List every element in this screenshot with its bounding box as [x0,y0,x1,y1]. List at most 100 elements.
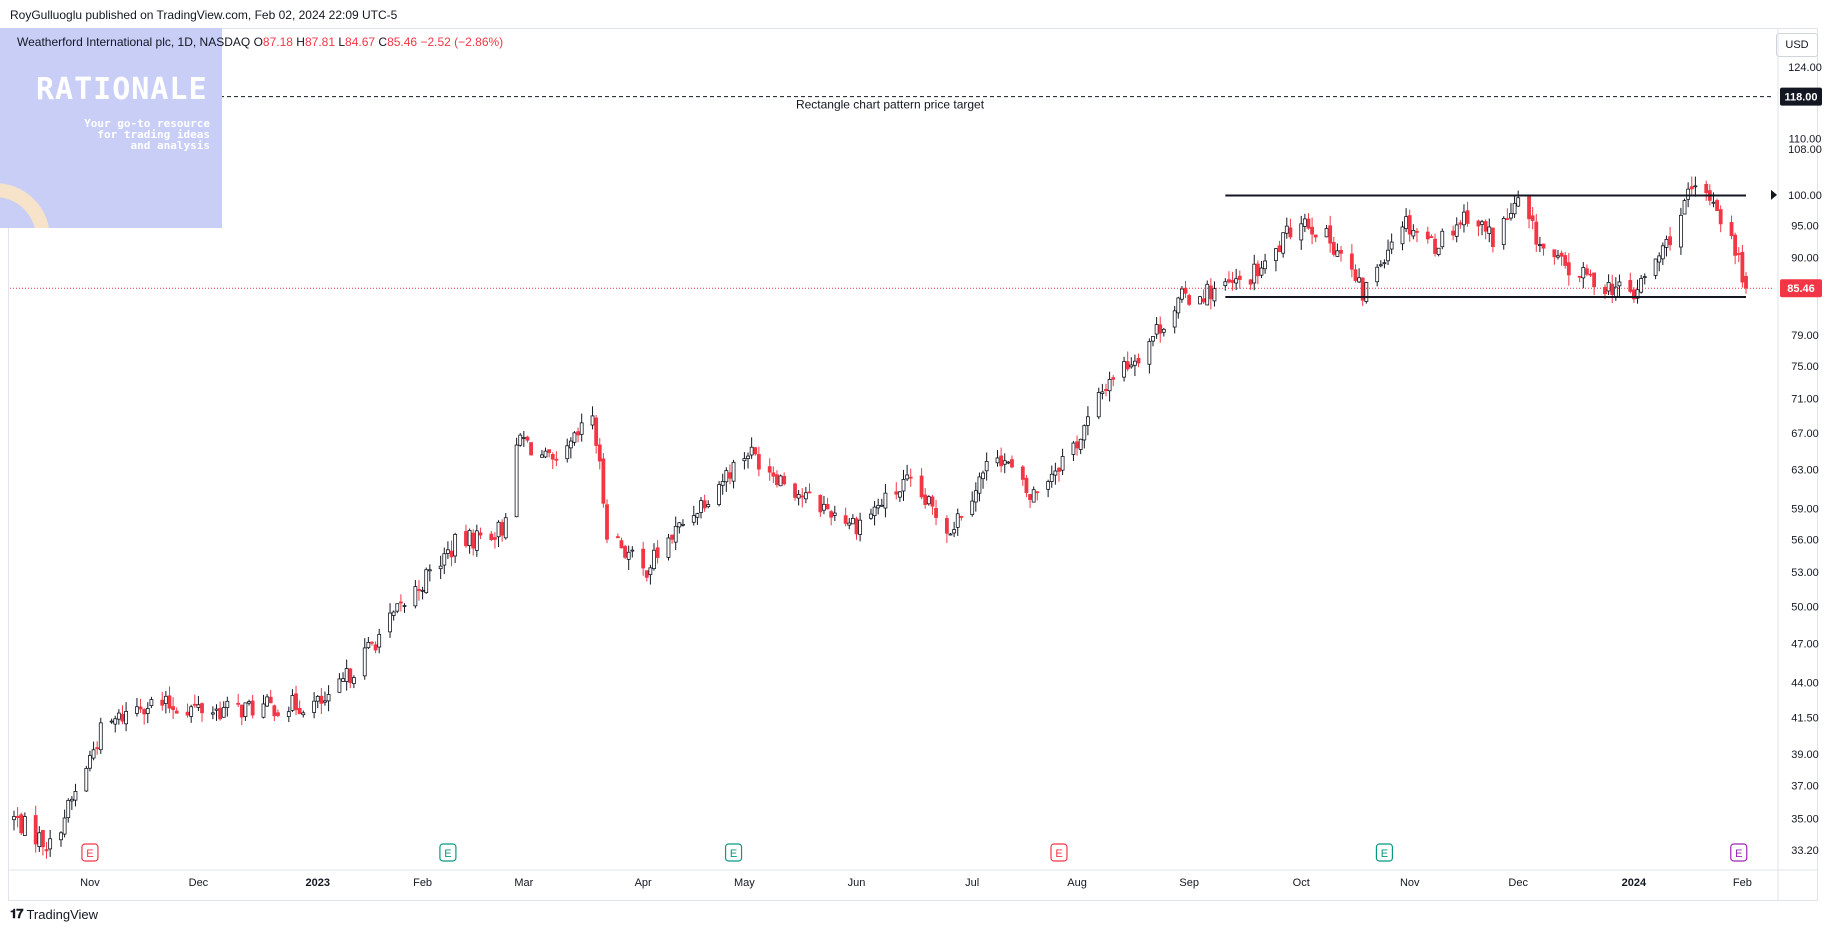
candle-body [955,513,960,528]
candle-body [218,708,223,720]
candle-body [395,603,400,612]
candle-body [88,755,92,769]
candle-body [858,519,863,535]
candle-body [1617,281,1622,287]
candle-body [1230,280,1235,283]
x-tick-label: Jun [848,877,866,889]
candle-body [775,474,779,485]
target-price-badge [1780,87,1822,106]
candle-body [847,522,852,526]
candle-body [1559,252,1564,257]
earnings-marker-label: E [1055,848,1062,860]
candle-body [1205,283,1210,306]
candle-body [977,476,982,494]
candle-body [73,791,78,801]
candle-body [666,537,671,558]
candle-body [120,713,125,722]
candle-body [1028,494,1032,500]
candle-body [1512,202,1517,215]
candle-body [1516,197,1521,207]
candle-body [1639,278,1644,293]
candle-body [746,455,750,459]
candle-body [554,458,559,461]
candle-body [952,529,957,534]
candle-body [388,612,392,633]
candle-body [1483,221,1488,232]
candle-body [62,817,67,835]
candle-body [1223,281,1228,287]
candle-body [243,702,248,717]
candle-body [1537,244,1542,246]
symbol-legend: Weatherford International plc, 1D, NASDA… [17,35,503,49]
candle-body [1653,258,1658,276]
candle-body [1161,328,1166,333]
watermark-circle [0,183,50,228]
candle-body [37,832,42,847]
candle-body [1566,262,1571,276]
y-tick-label: 108.00 [1788,144,1822,156]
candle-body [109,720,114,723]
candle-body [192,703,197,706]
x-tick-label: Sep [1179,877,1199,889]
candle-body [1729,222,1734,237]
candle-body [1154,324,1159,335]
y-tick-label: 47.00 [1791,638,1819,650]
candle-body [1530,215,1535,221]
candle-body [1462,211,1466,226]
candle-body [391,611,396,616]
open-value: 87.18 [262,35,293,49]
candle-body [720,481,725,486]
candle-body [1429,236,1434,238]
candle-body [901,479,906,492]
candle-body [297,707,302,715]
candle-body [1086,416,1090,426]
candle-body [261,703,266,718]
candle-body [1324,228,1329,238]
currency-button[interactable]: USD [1776,33,1818,57]
candle-body [1411,230,1416,237]
footer-brand[interactable]: 𝟏𝟕 TradingView [10,906,98,922]
symbol-name[interactable]: Weatherford International plc, 1D, NASDA… [17,35,251,49]
candle-body [503,517,508,539]
candle-body [1657,255,1662,263]
candle-body [699,500,703,513]
close-label: C [378,35,388,49]
candle-body [1664,238,1669,248]
candle-body [446,549,450,554]
candle-body [601,458,606,504]
candle-body [323,700,327,703]
candle-body [1299,223,1304,241]
candle-body [196,704,201,708]
candle-body [142,709,147,715]
candle-body [1335,250,1340,257]
candle-body [1686,188,1691,200]
candle-body [348,668,353,683]
candle-body [1172,310,1177,328]
candle-body [1556,255,1560,258]
candle-body [69,798,74,802]
change-value: −2.52 (−2.86%) [420,35,504,49]
candle-body [623,546,627,558]
candle-body [1306,218,1311,229]
candle-body [1180,288,1184,300]
candle-body [1010,459,1014,468]
high-value: 87.81 [304,35,335,49]
candles-group [12,176,1748,859]
candle-body [1053,470,1058,476]
candle-body [1563,255,1568,266]
candle-body [1339,250,1343,254]
candle-body [706,504,711,508]
candle-body [1208,285,1213,300]
candle-body [1310,226,1314,235]
candle-body [247,701,251,704]
candle-body [1740,251,1745,283]
candle-body [1487,226,1492,234]
watermark-title: RATIONALE [36,72,208,107]
y-tick-label: 59.00 [1791,503,1819,515]
candle-body [677,522,682,528]
candle-body [377,634,382,648]
candle-body [1711,201,1716,204]
earnings-marker-icon: E [1050,843,1068,862]
candle-body [424,569,429,594]
